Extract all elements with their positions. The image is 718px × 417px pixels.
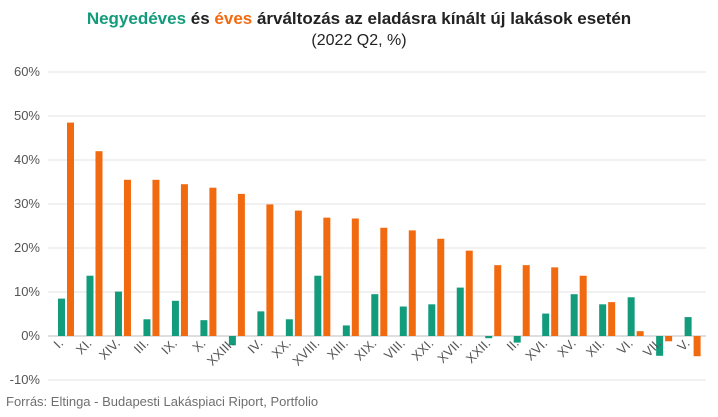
- x-tick-label: VI.: [614, 336, 636, 358]
- y-tick-label: 60%: [14, 64, 40, 79]
- bar-quarterly: [171, 300, 179, 336]
- bar-quarterly: [428, 304, 436, 336]
- bar-annual: [95, 151, 103, 336]
- x-tick-label: XII.: [583, 336, 607, 360]
- chart-title-block: Negyedéves és éves árváltozás az eladásr…: [0, 8, 718, 52]
- chart-subtitle: (2022 Q2, %): [311, 32, 407, 49]
- bar-annual: [152, 179, 160, 336]
- bar-annual: [294, 210, 302, 336]
- bar-annual: [665, 336, 673, 342]
- bar-annual: [67, 122, 74, 336]
- bar-quarterly: [314, 275, 322, 336]
- bar-quarterly: [542, 313, 550, 336]
- bar-annual: [494, 265, 502, 336]
- x-tick-label: VIII.: [381, 336, 408, 363]
- x-tick-label: XIX.: [351, 336, 379, 364]
- bar-annual: [323, 217, 331, 336]
- x-tick-label: III.: [131, 336, 152, 357]
- bar-quarterly: [456, 287, 464, 336]
- source-note: Forrás: Eltinga - Budapesti Lakáspiaci R…: [6, 394, 319, 409]
- bar-annual: [380, 227, 388, 336]
- title-rest: árváltozás az eladásra kínált új lakások…: [252, 9, 632, 28]
- x-tick-label: XVIII.: [289, 336, 322, 369]
- y-tick-label: 30%: [14, 196, 40, 211]
- x-tick-label: X.: [189, 336, 208, 355]
- bar-quarterly: [58, 298, 65, 336]
- x-tick-label: I.: [50, 336, 66, 352]
- bar-quarterly: [257, 311, 265, 336]
- chart-title: Negyedéves és éves árváltozás az eladásr…: [0, 8, 718, 30]
- y-tick-label: 50%: [14, 108, 40, 123]
- x-tick-label: XV.: [554, 336, 579, 361]
- x-tick-label: XI.: [73, 336, 95, 358]
- bar-quarterly: [342, 325, 350, 336]
- x-tick-label: XVII.: [434, 336, 465, 367]
- bar-annual: [351, 218, 359, 336]
- bar-quarterly: [114, 291, 122, 336]
- bar-quarterly: [599, 304, 607, 336]
- bar-annual: [180, 184, 188, 336]
- bar-annual: [465, 250, 473, 336]
- y-tick-label: 20%: [14, 240, 40, 255]
- title-and: és: [186, 9, 215, 28]
- bar-quarterly: [228, 336, 236, 346]
- bar-quarterly: [86, 275, 94, 336]
- bar-quarterly: [285, 319, 293, 336]
- y-tick-label: 0%: [21, 328, 40, 343]
- bar-quarterly: [371, 294, 379, 336]
- bar-annual: [437, 238, 445, 336]
- bar-quarterly: [627, 297, 635, 336]
- bar-annual: [123, 179, 131, 336]
- bar-quarterly: [485, 336, 493, 339]
- bar-annual: [693, 336, 701, 357]
- title-annual: éves: [214, 9, 253, 28]
- bar-quarterly: [143, 319, 151, 336]
- bar-annual: [237, 193, 245, 336]
- bar-quarterly: [513, 336, 521, 343]
- y-tick-label: 10%: [14, 284, 40, 299]
- x-tick-label: XIII.: [324, 336, 351, 363]
- x-tick-label: XVI.: [522, 336, 550, 364]
- x-tick-label: V.: [674, 336, 692, 354]
- y-tick-label: -10%: [10, 372, 41, 387]
- bar-annual: [608, 302, 616, 336]
- y-tick-label: 40%: [14, 152, 40, 167]
- bar-quarterly: [200, 320, 208, 336]
- bar-annual: [408, 230, 416, 336]
- bar-quarterly: [684, 317, 692, 336]
- x-tick-label: IV.: [244, 336, 265, 357]
- x-tick-label: IX.: [158, 336, 180, 358]
- bar-annual: [209, 187, 217, 336]
- bar-quarterly: [570, 294, 578, 336]
- bar-quarterly: [399, 306, 407, 336]
- bar-annual: [579, 275, 587, 336]
- bar-quarterly: [656, 336, 664, 356]
- bar-annual: [522, 265, 530, 336]
- x-tick-label: XIV.: [96, 336, 123, 363]
- bar-annual: [266, 204, 274, 336]
- bar-annual: [636, 331, 644, 336]
- bar-annual: [551, 267, 559, 336]
- x-tick-label: XXII.: [463, 336, 494, 367]
- title-quarterly: Negyedéves: [86, 9, 187, 28]
- x-tick-label: XXI.: [408, 336, 436, 364]
